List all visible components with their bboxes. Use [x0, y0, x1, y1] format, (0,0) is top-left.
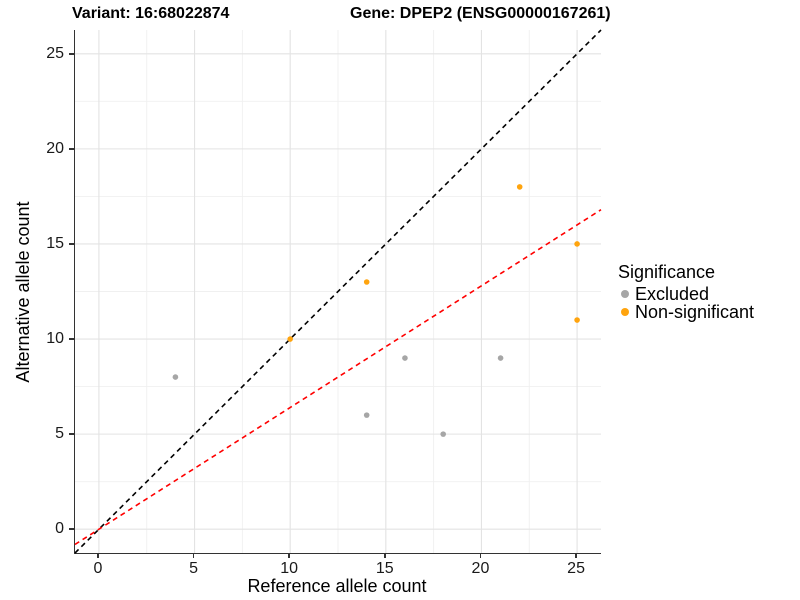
x-axis-title: Reference allele count	[247, 576, 427, 596]
data-point-excluded	[172, 374, 179, 380]
x-tick-label: 20	[471, 560, 490, 577]
variant-title: Variant: 16:68022874	[72, 5, 230, 22]
y-tick-label: 25	[46, 44, 64, 62]
non-significant-swatch-icon	[621, 308, 629, 316]
legend-item-excluded: Excluded	[617, 285, 754, 303]
legend-item-label: Excluded	[635, 284, 710, 304]
y-tick	[69, 243, 74, 245]
y-tick	[69, 433, 74, 435]
excluded-swatch-icon	[621, 290, 629, 298]
y-tick	[69, 53, 74, 55]
data-point-non-significant	[574, 241, 580, 247]
legend: Significance Excluded Non-significant	[617, 262, 754, 321]
x-tick	[384, 553, 386, 558]
y-tick-label: 10	[46, 330, 64, 348]
data-point-excluded	[440, 431, 447, 437]
x-tick-label: 25	[567, 560, 585, 577]
legend-item-non-significant: Non-significant	[617, 303, 754, 321]
y-tick	[69, 528, 74, 530]
data-point-excluded	[402, 355, 408, 361]
scatter-plot	[74, 29, 602, 554]
y-tick-label: 5	[55, 425, 64, 443]
fit-line	[74, 209, 602, 546]
legend-item-label: Non-significant	[635, 302, 755, 322]
x-tick-label: 10	[280, 560, 299, 577]
x-tick	[192, 553, 195, 558]
plot-panel	[74, 29, 602, 554]
data-point-non-significant	[287, 336, 293, 342]
data-point-non-significant	[363, 279, 370, 285]
data-point-excluded	[497, 355, 504, 361]
y-tick	[69, 338, 74, 340]
data-point-excluded	[363, 412, 370, 418]
x-tick	[288, 553, 290, 558]
legend-title: Significance	[618, 262, 716, 282]
gene-title: Gene: DPEP2 (ENSG00000167261)	[350, 5, 611, 22]
x-tick	[575, 553, 577, 558]
x-tick	[479, 553, 482, 558]
identity-line	[74, 29, 602, 554]
y-tick-label: 20	[46, 139, 64, 157]
y-tick	[69, 148, 74, 150]
x-tick-label: 5	[189, 560, 198, 577]
data-point-non-significant	[516, 184, 523, 190]
y-tick-label: 15	[46, 234, 64, 252]
y-axis-title: Alternative allele count	[13, 201, 33, 383]
y-tick-label: 0	[55, 520, 64, 538]
x-tick	[97, 553, 99, 558]
x-tick-label: 0	[93, 560, 103, 577]
x-tick-label: 15	[375, 560, 394, 577]
data-point-non-significant	[574, 317, 580, 323]
